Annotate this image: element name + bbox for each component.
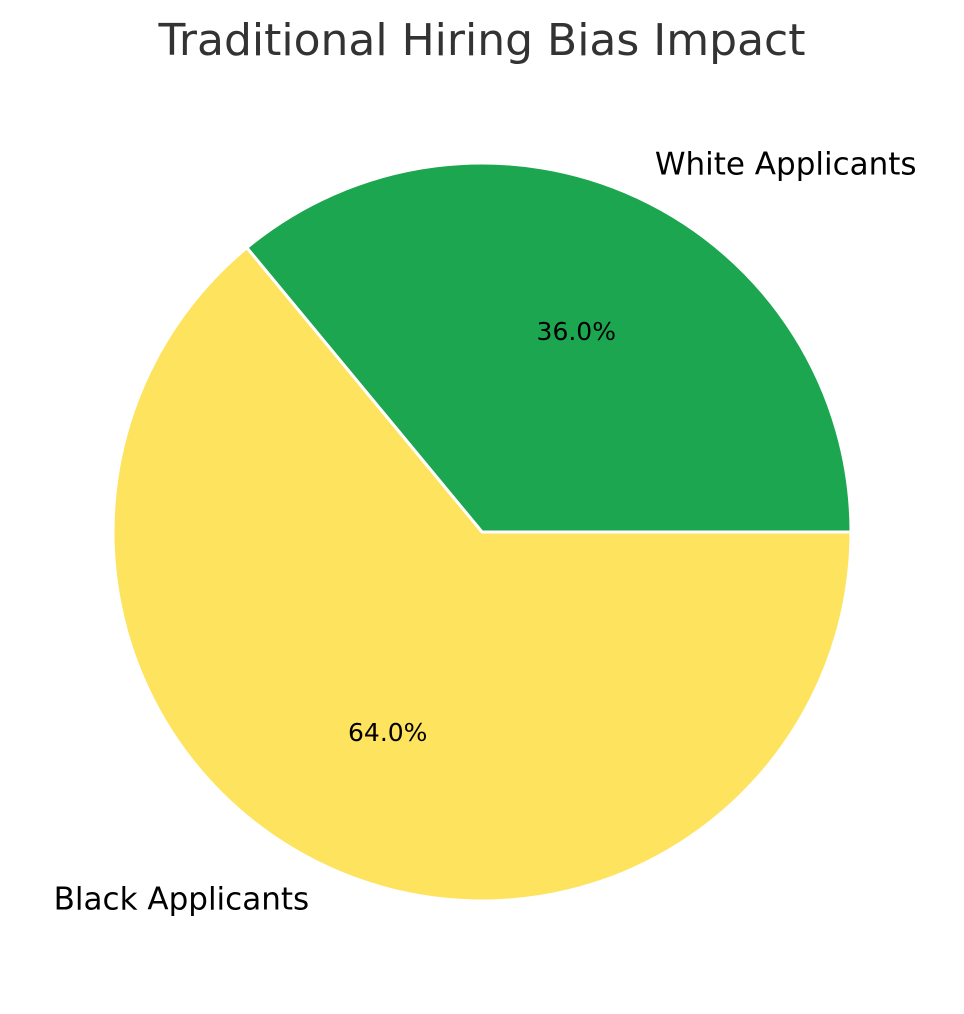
chart-title: Traditional Hiring Bias Impact: [158, 15, 806, 66]
pie-percent-label-black-applicants: 64.0%: [348, 718, 427, 747]
pie-slices: [111, 161, 853, 903]
pie-percent-label-white-applicants: 36.0%: [537, 317, 616, 346]
pie-labels: 36.0% White Applicants 64.0% Black Applican…: [54, 147, 917, 918]
pie-slice-black-applicants: [111, 246, 853, 903]
pie-slice-white-applicants: [245, 161, 853, 534]
pie-category-label-black-applicants: Black Applicants: [54, 881, 310, 917]
pie-category-label-white-applicants: White Applicants: [655, 147, 917, 183]
